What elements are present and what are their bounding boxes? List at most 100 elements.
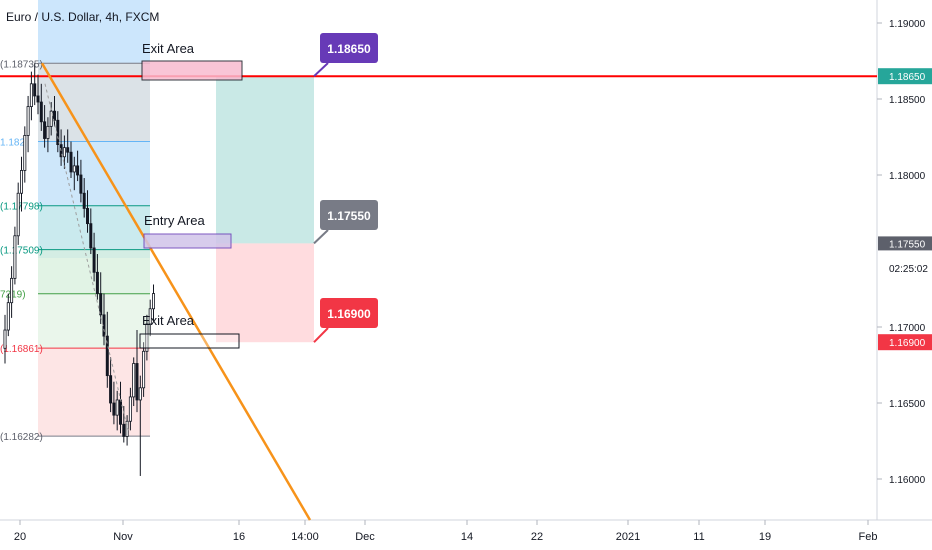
area-boxes[interactable]: Exit Area Entry Area Exit Area (139, 41, 243, 349)
fib-level-label: (1.18735) (0, 59, 43, 70)
callout-pointer (313, 327, 329, 343)
time-tick-label: 20 (14, 531, 26, 543)
time-tick-label: Feb (859, 531, 878, 543)
callout-box[interactable] (320, 33, 378, 63)
candlestick-series (3, 63, 155, 476)
time-tick-label: 19 (759, 531, 771, 543)
time-tick-label: 11 (693, 531, 704, 543)
price-tag-label: 1.18650 (889, 72, 926, 83)
candle-down (86, 208, 90, 225)
candle-up (23, 135, 27, 171)
fib-level-label: (1.16282) (0, 432, 43, 443)
price-tag-label: 1.16900 (889, 338, 926, 349)
candle-down (99, 293, 103, 316)
stop-zone[interactable] (216, 243, 314, 343)
candle-down (76, 165, 80, 176)
time-tick-label: 16 (233, 531, 245, 543)
time-tick-label: 22 (531, 531, 543, 543)
callout-pointer (313, 229, 329, 245)
callout-price-label: 1.18650 (327, 42, 371, 56)
price-tick-label: 1.17000 (889, 323, 926, 334)
candle-down (82, 192, 86, 209)
candle-down (95, 271, 99, 294)
candle-up (62, 147, 66, 158)
symbol-title: Euro / U.S. Dollar, 4h, FXCM (6, 10, 159, 24)
candle-up (13, 235, 17, 279)
time-tick-label: 14:00 (291, 531, 319, 543)
candle-down (92, 247, 96, 273)
price-tag-label: 1.17550 (889, 239, 926, 250)
target-zone[interactable] (216, 76, 314, 244)
candle-up (138, 387, 142, 401)
time-tick-label: Dec (355, 531, 375, 543)
axes: 1.19000 1.18500 1.18000 1.17000 1.16500 1.160… (6, 10, 932, 543)
price-tag (878, 334, 932, 351)
candle-up (132, 363, 136, 398)
candle-down (112, 402, 116, 416)
candle-up (16, 192, 20, 237)
price-tag (878, 236, 932, 251)
candle-down (39, 101, 43, 123)
fib-trend-dashed (44, 83, 129, 431)
callout-price-label: 1.17550 (327, 209, 371, 223)
candle-up (142, 350, 146, 389)
candle-up (148, 308, 152, 325)
fib-level-label: (1.17509) (0, 246, 43, 257)
candle-down (122, 423, 126, 437)
fib-level-label: (1.16861) (0, 344, 43, 355)
candle-up (6, 302, 10, 331)
candle-up (46, 125, 50, 139)
price-tick-label: 1.16000 (889, 475, 926, 486)
time-tick-label: 2021 (616, 531, 640, 543)
exit-area-bottom-box[interactable] (139, 333, 240, 349)
time-tick-label: Nov (113, 531, 133, 543)
candle-down (89, 223, 93, 249)
entry-area-label: Entry Area (144, 213, 205, 228)
candle-down (79, 174, 83, 194)
candle-up (3, 329, 7, 349)
price-callouts[interactable]: 1.18650 1.17550 1.16900 (313, 33, 378, 343)
candle-down (105, 335, 109, 377)
candle-down (66, 147, 70, 153)
candle-down (36, 95, 40, 103)
candle-up (145, 323, 149, 352)
price-tag (878, 68, 932, 85)
candle-up (151, 293, 155, 310)
candle-up (128, 396, 132, 422)
candle-up (125, 420, 129, 437)
entry-area-box[interactable] (143, 233, 232, 249)
exit-area-top-box[interactable] (141, 60, 243, 81)
candle-up (19, 170, 23, 194)
callout-price-label: 1.16900 (327, 307, 371, 321)
downtrend-line[interactable] (40, 62, 312, 521)
price-tick-label: 1.18000 (889, 171, 926, 182)
callout-box[interactable] (320, 298, 378, 328)
countdown-label: 02:25:02 (889, 264, 928, 275)
trendline-layer[interactable] (40, 62, 312, 521)
candle-up (49, 110, 53, 127)
candle-down (135, 363, 139, 401)
candle-down (109, 375, 113, 404)
exit-area-bottom-label: Exit Area (142, 313, 195, 328)
fib-zone (38, 293, 150, 349)
candle-down (69, 151, 73, 173)
candle-up (26, 106, 30, 136)
callout-pointer (313, 62, 329, 77)
candle-down (33, 83, 37, 97)
price-tick-label: 1.19000 (889, 19, 926, 30)
grid-lines (0, 0, 932, 521)
price-tick-label: 1.18500 (889, 95, 926, 106)
candle-down (53, 110, 57, 121)
price-tick-label: 1.16500 (889, 399, 926, 410)
exit-area-top-label: Exit Area (142, 41, 195, 56)
fib-level-label: 1.182 (0, 138, 25, 149)
candle-down (119, 399, 123, 425)
candle-up (72, 165, 76, 173)
candle-up (115, 399, 119, 416)
candle-up (29, 83, 33, 108)
time-tick-label: 14 (461, 531, 473, 543)
candle-down (43, 121, 47, 139)
callout-box[interactable] (320, 200, 378, 230)
